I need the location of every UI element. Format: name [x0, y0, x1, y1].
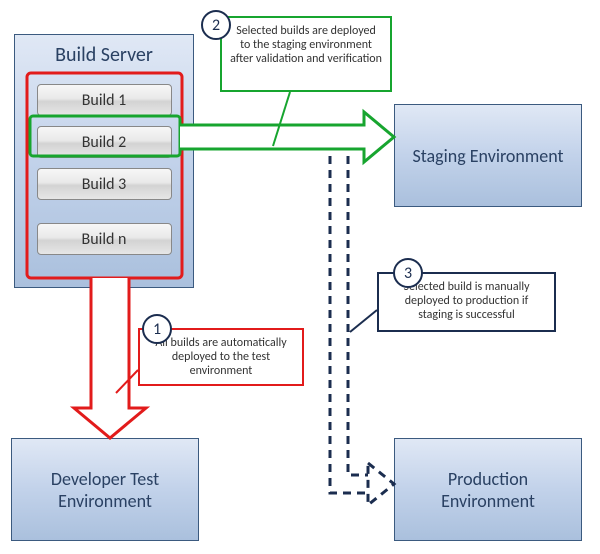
- callout-2-text: Selected builds are deployed to the stag…: [230, 24, 382, 66]
- production-panel: Production Environment: [394, 438, 582, 541]
- callout3-leader: [350, 310, 377, 332]
- step-1-label: 1: [153, 320, 161, 339]
- red-arrow: [74, 278, 146, 438]
- navy-arrow-head: [368, 463, 394, 505]
- production-label: Production Environment: [395, 464, 581, 516]
- step-3-label: 3: [404, 264, 412, 283]
- step-circle-1: 1: [142, 314, 172, 344]
- step-circle-3: 3: [393, 258, 423, 288]
- navy-arrow-inner: [348, 156, 368, 475]
- callout2-leader: [273, 92, 290, 146]
- step-circle-2: 2: [201, 10, 231, 40]
- build-item: Build n: [37, 223, 172, 255]
- dev-test-label: Developer Test Environment: [12, 464, 198, 516]
- step-2-label: 2: [212, 16, 220, 35]
- build-label: Build n: [82, 230, 127, 249]
- callout-3-text: Selected build is manually deployed to p…: [403, 280, 529, 322]
- dev-test-panel: Developer Test Environment: [11, 438, 199, 541]
- build-label: Build 3: [82, 175, 127, 194]
- callout-2: Selected builds are deployed to the stag…: [220, 16, 392, 92]
- build-item: Build 2: [37, 126, 172, 158]
- build-server-title: Build Server: [55, 43, 153, 67]
- build-label: Build 2: [82, 133, 127, 152]
- build-label: Build 1: [82, 91, 127, 110]
- build-server-panel: Build Server Build 1 Build 2 Build 3 Bui…: [14, 34, 194, 288]
- staging-panel: Staging Environment: [394, 104, 582, 207]
- callout1-leader: [116, 370, 138, 393]
- navy-arrow-outer: [330, 156, 368, 493]
- build-item: Build 3: [37, 168, 172, 200]
- callout-1-text: All builds are automatically deployed to…: [155, 336, 286, 378]
- staging-label: Staging Environment: [408, 141, 567, 171]
- build-item: Build 1: [37, 84, 172, 116]
- green-arrow: [180, 112, 394, 162]
